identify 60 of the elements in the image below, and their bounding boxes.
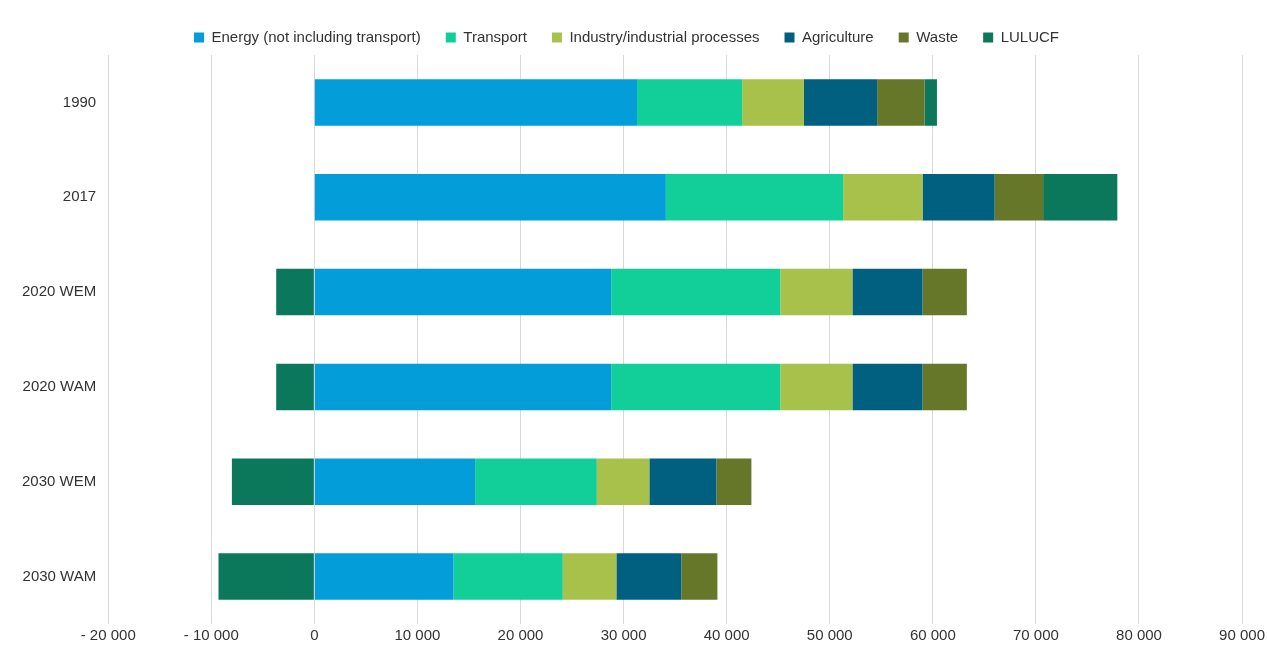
bar	[616, 553, 682, 600]
bar	[994, 174, 1044, 221]
bar	[314, 363, 612, 411]
bar	[231, 458, 314, 505]
bar	[218, 553, 314, 600]
legend-label: Agriculture	[802, 27, 874, 45]
x-tick-label: 40 000	[703, 626, 750, 644]
bar	[922, 268, 967, 316]
bar	[649, 458, 717, 505]
bar	[475, 458, 597, 505]
x-tick-label: 30 000	[600, 626, 647, 644]
bar	[922, 174, 995, 221]
x-tick-label: 0	[310, 626, 319, 644]
bar	[922, 363, 967, 411]
bar	[852, 363, 923, 411]
x-tick-label: 50 000	[806, 626, 853, 644]
x-tick-label: 10 000	[394, 626, 441, 644]
bar	[314, 174, 666, 221]
y-tick-label: 2020 WEM	[21, 282, 97, 300]
bar	[803, 79, 878, 126]
y-tick-label: 2020 WAM	[22, 377, 97, 395]
bar	[843, 174, 923, 221]
bar	[596, 458, 650, 505]
bar	[681, 553, 718, 600]
legend-label: LULUCF	[1000, 27, 1060, 45]
bar	[611, 363, 781, 411]
bar	[636, 79, 743, 126]
bar	[1043, 174, 1118, 221]
bar	[314, 268, 612, 316]
x-tick-label: - 20 000	[80, 626, 136, 644]
x-tick-label: - 10 000	[183, 626, 239, 644]
bar	[924, 79, 937, 126]
y-tick-label: 1990	[62, 92, 97, 110]
bar	[780, 268, 853, 316]
bar	[780, 363, 853, 411]
bar	[716, 458, 752, 505]
y-tick-label: 2030 WAM	[22, 566, 97, 584]
x-tick-label: 80 000	[1116, 626, 1162, 644]
bar	[314, 458, 476, 505]
legend-label: Waste	[916, 27, 959, 45]
bar	[276, 363, 314, 411]
legend-label: Transport	[463, 27, 528, 45]
bar	[314, 553, 454, 600]
x-tick-label: 70 000	[1012, 626, 1059, 644]
x-tick-label: 60 000	[909, 626, 956, 644]
bar	[276, 268, 314, 316]
bar	[314, 79, 637, 126]
x-tick-label: 20 000	[497, 626, 544, 644]
x-tick-label: 90 000	[1219, 626, 1266, 644]
legend-label: Energy (not including transport)	[211, 27, 421, 45]
y-tick-label: 2030 WEM	[21, 471, 97, 489]
bar	[611, 268, 781, 316]
bar	[665, 174, 844, 221]
legend-label: Industry/industrial processes	[569, 27, 760, 45]
y-tick-label: 2017	[62, 187, 97, 205]
bar	[877, 79, 925, 126]
bar	[562, 553, 617, 600]
bar	[742, 79, 804, 126]
bar	[453, 553, 563, 600]
bar	[852, 268, 923, 316]
